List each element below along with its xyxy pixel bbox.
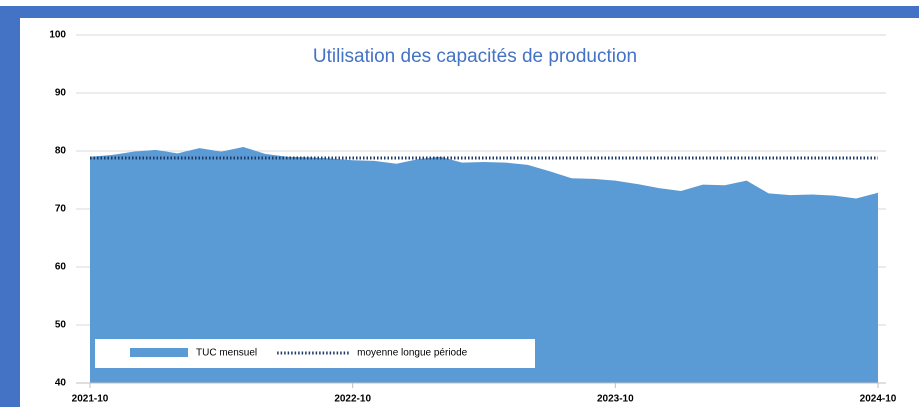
legend-swatch xyxy=(130,348,188,357)
axes: 40 50 60 70 80 90 100 2021-10 2022-10 2023-10 2024… xyxy=(49,30,896,405)
y-tick-label: 60 xyxy=(55,262,67,273)
y-tick-label: 50 xyxy=(55,320,67,331)
area xyxy=(90,146,878,383)
legend: TUC mensuel moyenne longue période xyxy=(95,339,535,368)
x-tick-label: 2022-10 xyxy=(334,394,371,405)
y-tick-label: 100 xyxy=(49,30,66,41)
y-tick-label: 80 xyxy=(55,146,67,157)
x-tick-label: 2021-10 xyxy=(72,394,109,405)
frame-top xyxy=(0,6,919,18)
y-tick-label: 90 xyxy=(55,88,67,99)
legend-label: moyenne longue période xyxy=(357,348,468,359)
chart-title: Utilisation des capacités de production xyxy=(313,46,637,67)
legend-label: TUC mensuel xyxy=(196,348,257,359)
x-tick-label: 2023-10 xyxy=(597,394,634,405)
y-tick-label: 70 xyxy=(55,204,67,215)
y-tick-label: 40 xyxy=(55,378,67,389)
marks xyxy=(90,146,878,383)
x-tick-label: 2024-10 xyxy=(860,394,897,405)
frame-left xyxy=(0,6,20,407)
